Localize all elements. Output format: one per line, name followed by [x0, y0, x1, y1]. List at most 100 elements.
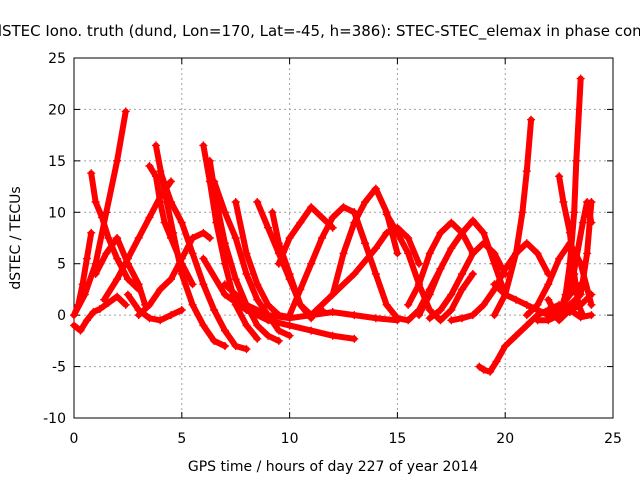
data-point: [572, 156, 581, 165]
data-point: [404, 249, 413, 258]
data-point: [425, 306, 434, 314]
data-point: [210, 306, 219, 314]
data-point: [188, 300, 197, 309]
y-tick-label: -5: [52, 360, 66, 376]
data-point: [177, 306, 186, 314]
data-point: [570, 208, 579, 217]
data-point: [522, 239, 531, 248]
data-point: [414, 311, 423, 320]
data-point: [501, 264, 510, 273]
data-point: [468, 216, 477, 225]
data-point: [220, 280, 229, 289]
data-point: [167, 177, 176, 186]
data-point: [447, 218, 456, 227]
series-line: [491, 116, 535, 319]
x-tick-label: 10: [281, 431, 299, 447]
series-line: [448, 240, 552, 324]
data-point: [123, 254, 132, 263]
data-point: [167, 311, 176, 320]
series-line: [556, 75, 584, 319]
data-point: [350, 208, 359, 217]
data-point: [404, 316, 413, 325]
data-point: [102, 249, 111, 258]
y-tick-label: 0: [57, 308, 66, 324]
data-point: [188, 249, 197, 258]
data-point: [199, 321, 208, 330]
series-s37: [565, 198, 596, 299]
data-point: [167, 198, 176, 206]
series-s39: [544, 295, 596, 325]
data-point: [102, 208, 111, 217]
data-point: [458, 270, 467, 278]
series-group: [70, 74, 596, 376]
data-point: [583, 249, 592, 258]
data-point: [393, 314, 402, 323]
data-point: [544, 295, 553, 304]
series-s18: [199, 254, 359, 343]
data-point: [328, 213, 337, 222]
data-point: [220, 290, 229, 299]
data-point: [296, 218, 305, 227]
y-tick-label: 20: [48, 102, 66, 118]
data-point: [501, 342, 510, 350]
data-point: [414, 280, 423, 289]
data-point: [177, 218, 186, 227]
data-point: [527, 115, 536, 124]
data-point: [559, 198, 568, 206]
data-point: [307, 326, 316, 335]
data-point: [350, 270, 359, 278]
data-point: [533, 300, 542, 309]
data-point: [490, 249, 499, 258]
data-point: [350, 334, 359, 343]
data-point: [296, 285, 305, 294]
data-point: [404, 300, 413, 309]
data-point: [205, 234, 214, 242]
data-point: [91, 270, 100, 278]
data-point: [220, 259, 229, 268]
data-point: [307, 203, 316, 212]
data-point: [522, 321, 531, 330]
data-point: [89, 308, 98, 317]
series-line: [152, 142, 228, 349]
x-axis-label: GPS time / hours of day 227 of year 2014: [188, 459, 478, 475]
series-s3: [87, 169, 143, 294]
data-point: [274, 239, 283, 248]
data-point: [167, 275, 176, 284]
data-point: [458, 285, 467, 294]
data-point: [199, 254, 208, 263]
data-point: [458, 314, 467, 323]
x-tick-label: 25: [604, 431, 622, 447]
data-point: [253, 280, 262, 289]
data-point: [458, 228, 467, 237]
data-point: [468, 270, 477, 278]
data-point: [490, 280, 499, 289]
data-point: [220, 326, 229, 335]
data-point: [274, 326, 283, 335]
data-point: [317, 234, 326, 242]
data-point: [382, 210, 391, 219]
data-point: [296, 300, 305, 309]
data-point: [113, 275, 122, 284]
data-point: [156, 167, 165, 176]
data-point: [576, 74, 585, 83]
data-point: [436, 264, 445, 273]
data-point: [339, 203, 348, 212]
data-point: [264, 223, 273, 232]
data-point: [414, 259, 423, 268]
data-point: [145, 300, 154, 309]
series-line: [200, 255, 358, 342]
data-point: [70, 311, 78, 320]
data-point: [113, 234, 122, 242]
data-point: [511, 331, 520, 340]
data-point: [274, 336, 283, 345]
data-point: [533, 316, 542, 325]
series-line: [135, 229, 213, 319]
series-line: [124, 291, 185, 324]
data-point: [479, 228, 488, 237]
data-point: [447, 306, 456, 314]
data-point: [490, 311, 499, 320]
y-axis-label: dSTEC / TECUs: [8, 186, 24, 289]
data-point: [371, 184, 380, 193]
series-s11: [156, 167, 251, 354]
